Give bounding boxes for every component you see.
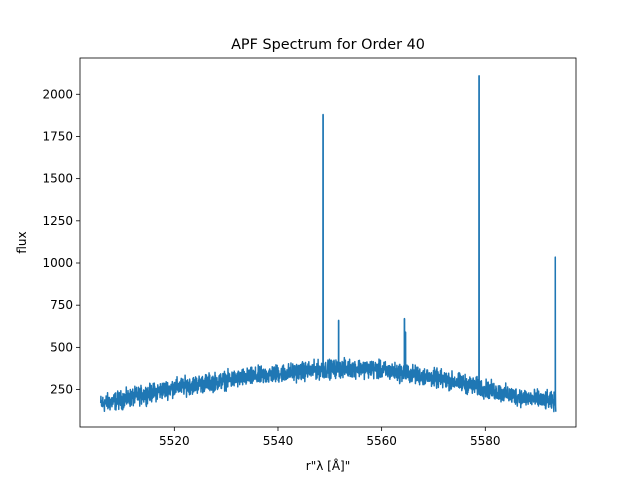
y-tick-label: 1750 [42,129,73,143]
x-tick-label: 5560 [366,434,397,448]
y-tick-label: 500 [50,340,73,354]
y-tick-label: 1500 [42,172,73,186]
y-tick-label: 2000 [42,87,73,101]
y-axis: 250 500 750 1000 1250 1500 1750 2000 [42,87,80,397]
x-axis-label: r"λ [Å]" [306,458,350,473]
y-tick-label: 750 [50,298,73,312]
y-tick-label: 1000 [42,256,73,270]
x-tick-label: 5520 [159,434,190,448]
y-axis-label: flux [15,231,29,253]
x-axis: 5520 5540 5560 5580 [159,427,501,448]
data-layer [99,74,557,413]
spectrum-series-line [99,74,557,413]
y-tick-label: 250 [50,383,73,397]
x-tick-label: 5580 [470,434,501,448]
plot-frame [79,57,577,428]
chart-title: APF Spectrum for Order 40 [231,37,425,53]
y-tick-label: 1250 [42,214,73,228]
x-tick-label: 5540 [263,434,294,448]
